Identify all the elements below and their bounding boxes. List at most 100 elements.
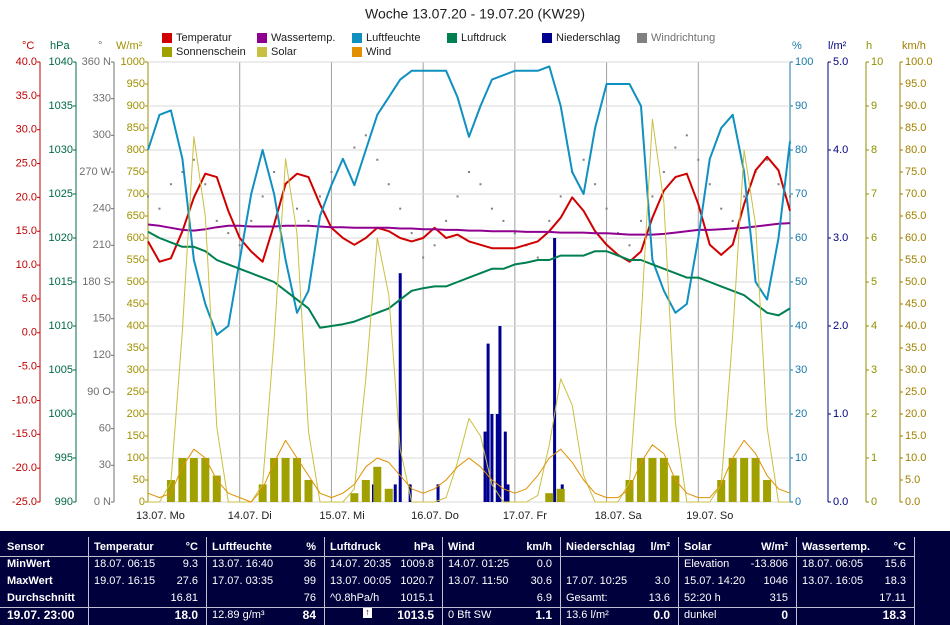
y-tick-label: 4 bbox=[871, 320, 877, 332]
y-tick-label: 120 bbox=[93, 349, 111, 361]
y-tick-label: 330 bbox=[93, 93, 111, 105]
point bbox=[789, 195, 791, 198]
column-header: Niederschlag bbox=[566, 541, 636, 553]
point bbox=[192, 158, 195, 161]
point bbox=[158, 207, 161, 210]
y-tick-label: 9 bbox=[871, 100, 877, 112]
cell-label: 52:20 h bbox=[684, 592, 721, 604]
y-tick-label: 55.0 bbox=[905, 254, 926, 266]
y-tick-label: 300 bbox=[127, 364, 145, 376]
row-label: MaxWert bbox=[7, 575, 53, 587]
point bbox=[468, 171, 470, 173]
point bbox=[227, 232, 230, 235]
legend-label: Niederschlag bbox=[556, 32, 620, 44]
point bbox=[169, 183, 172, 186]
legend-label: Luftdruck bbox=[461, 32, 507, 44]
cell-value: 1046 bbox=[763, 575, 788, 587]
y-tick-label: 5 bbox=[871, 276, 877, 288]
bar bbox=[281, 458, 290, 502]
x-tick-label: 14.07. Di bbox=[228, 510, 272, 522]
cell-label: 13.6 l/m² bbox=[566, 609, 609, 621]
y-tick-label: 80.0 bbox=[905, 144, 926, 156]
y-tick-label: 3 bbox=[871, 364, 877, 376]
x-tick-label: 18.07. Sa bbox=[595, 510, 643, 522]
y-tick-label: 550 bbox=[127, 254, 145, 266]
cell-value: 99 bbox=[303, 575, 316, 587]
bar bbox=[498, 326, 502, 502]
column-header: Luftfeuchte bbox=[212, 541, 272, 553]
y-tick-label: 10 bbox=[871, 56, 883, 68]
point bbox=[639, 219, 642, 222]
x-tick-label: 15.07. Mi bbox=[319, 510, 364, 522]
cell-value: 27.6 bbox=[176, 575, 198, 587]
y-tick-label: 85.0 bbox=[905, 122, 926, 134]
y-tick-label: 60.0 bbox=[905, 232, 926, 244]
y-tick-label: 70.0 bbox=[905, 188, 926, 200]
y-tick-label: 15.0 bbox=[16, 225, 37, 237]
y-tick-label: 800 bbox=[127, 144, 145, 156]
bar bbox=[393, 484, 397, 502]
column-separator bbox=[88, 537, 89, 625]
column-header: Luftdruck bbox=[330, 541, 381, 553]
point bbox=[387, 183, 390, 186]
cell-label: 14.07. 01:25 bbox=[448, 558, 510, 570]
y-tick-label: 0 bbox=[139, 496, 145, 508]
y-tick-label: 990 bbox=[55, 496, 73, 508]
y-tick-label: 0.0 bbox=[833, 496, 848, 508]
y-tick-label: 2.0 bbox=[833, 320, 848, 332]
y-tick-label: 50 bbox=[133, 474, 145, 486]
y-tick-label: 30.0 bbox=[16, 124, 37, 136]
bar bbox=[189, 458, 198, 502]
point bbox=[364, 134, 367, 137]
cell-value: 18.3 bbox=[884, 575, 906, 587]
bar bbox=[258, 484, 267, 502]
column-separator bbox=[206, 537, 207, 625]
y-tick-label: 1 bbox=[871, 452, 877, 464]
chart: Woche 13.07.20 - 19.07.20 (KW29) 13.07. … bbox=[12, 6, 933, 522]
bar bbox=[671, 475, 680, 502]
point bbox=[674, 146, 677, 149]
point bbox=[376, 158, 379, 161]
cell-value: 1.1 bbox=[535, 608, 552, 622]
bar bbox=[625, 480, 634, 502]
bar bbox=[490, 414, 494, 502]
cell-value: 76 bbox=[303, 592, 316, 604]
y-tick-label: 995 bbox=[55, 452, 73, 464]
point bbox=[422, 256, 425, 259]
x-tick-label: 17.07. Fr bbox=[503, 510, 547, 522]
axis-title: W/m² bbox=[116, 40, 143, 52]
point bbox=[502, 219, 505, 222]
legend-swatch bbox=[352, 33, 362, 43]
cell-value: 1013.5 bbox=[397, 608, 434, 622]
y-tick-label: 50.0 bbox=[905, 276, 926, 288]
y-tick-label: 8 bbox=[871, 144, 877, 156]
y-tick-label: 3.0 bbox=[833, 232, 848, 244]
y-tick-label: 65.0 bbox=[905, 210, 926, 222]
cell-label: Gesamt: bbox=[566, 592, 608, 604]
line bbox=[147, 439, 791, 503]
y-tick-label: 1035 bbox=[49, 100, 73, 112]
bar bbox=[545, 493, 554, 502]
legend-label: Sonnenschein bbox=[176, 46, 246, 58]
y-tick-label: 100 bbox=[795, 56, 813, 68]
point bbox=[536, 256, 539, 259]
point bbox=[766, 158, 769, 161]
point bbox=[445, 219, 448, 222]
chart-title: Woche 13.07.20 - 19.07.20 (KW29) bbox=[365, 6, 585, 22]
point bbox=[513, 232, 516, 235]
column-unit: km/h bbox=[526, 541, 552, 553]
legend-swatch bbox=[352, 47, 362, 57]
y-tick-label: 1000 bbox=[121, 56, 145, 68]
y-tick-label: 750 bbox=[127, 166, 145, 178]
bar bbox=[384, 488, 393, 502]
column-header: Wind bbox=[448, 541, 475, 553]
line bbox=[147, 230, 791, 329]
point bbox=[697, 158, 700, 161]
y-tick-label: 180 S bbox=[82, 276, 111, 288]
y-tick-label: 100 bbox=[127, 452, 145, 464]
legend-swatch bbox=[542, 33, 552, 43]
y-tick-label: 75.0 bbox=[905, 166, 926, 178]
column-unit: hPa bbox=[413, 541, 434, 553]
line bbox=[147, 222, 791, 236]
